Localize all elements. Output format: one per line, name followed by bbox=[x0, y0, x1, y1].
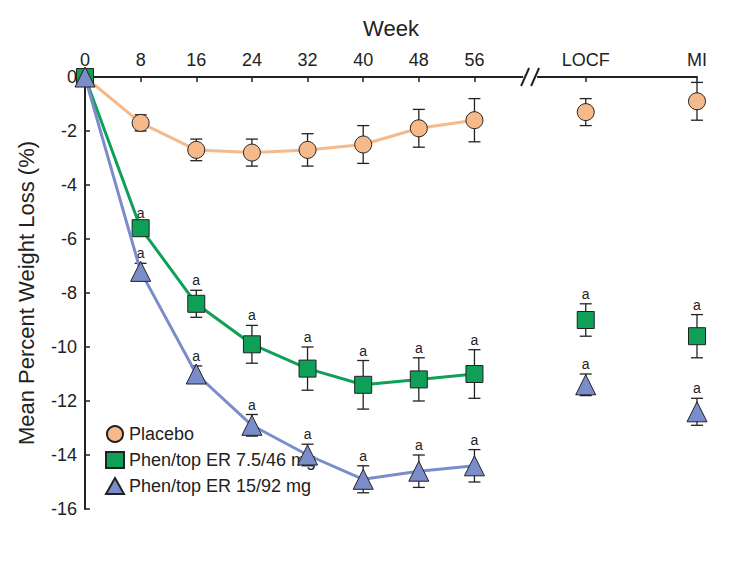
svg-text:a: a bbox=[136, 204, 145, 221]
svg-text:-8: -8 bbox=[61, 283, 77, 303]
svg-text:-4: -4 bbox=[61, 175, 77, 195]
svg-text:a: a bbox=[304, 329, 312, 345]
svg-text:LOCF: LOCF bbox=[562, 50, 610, 70]
svg-text:0: 0 bbox=[80, 50, 90, 70]
svg-text:Week: Week bbox=[363, 16, 420, 41]
svg-text:8: 8 bbox=[136, 50, 146, 70]
svg-text:-2: -2 bbox=[61, 121, 77, 141]
svg-text:24: 24 bbox=[242, 50, 262, 70]
svg-text:a: a bbox=[582, 286, 590, 302]
svg-text:a: a bbox=[192, 272, 200, 288]
svg-text:a: a bbox=[471, 432, 479, 448]
svg-text:56: 56 bbox=[464, 50, 484, 70]
svg-text:48: 48 bbox=[409, 50, 429, 70]
svg-text:-6: -6 bbox=[61, 229, 77, 249]
svg-text:16: 16 bbox=[186, 50, 206, 70]
svg-text:Phen/top ER 15/92 mg: Phen/top ER 15/92 mg bbox=[129, 476, 311, 496]
svg-text:-16: -16 bbox=[51, 499, 77, 519]
svg-text:a: a bbox=[415, 340, 423, 356]
svg-text:40: 40 bbox=[353, 50, 373, 70]
svg-text:a: a bbox=[304, 426, 312, 442]
svg-text:a: a bbox=[415, 437, 423, 453]
svg-text:Placebo: Placebo bbox=[129, 424, 194, 444]
svg-text:a: a bbox=[359, 343, 367, 359]
svg-text:0: 0 bbox=[67, 67, 77, 87]
svg-text:a: a bbox=[136, 245, 145, 262]
svg-text:a: a bbox=[248, 397, 256, 413]
svg-text:a: a bbox=[192, 348, 200, 364]
svg-text:Phen/top ER 7.5/46 mg: Phen/top ER 7.5/46 mg bbox=[129, 450, 316, 470]
svg-text:a: a bbox=[693, 380, 701, 396]
svg-text:a: a bbox=[359, 448, 367, 464]
svg-text:-12: -12 bbox=[51, 391, 77, 411]
svg-text:a: a bbox=[248, 307, 256, 323]
svg-text:a: a bbox=[471, 332, 479, 348]
svg-text:-14: -14 bbox=[51, 445, 77, 465]
svg-text:a: a bbox=[693, 297, 701, 313]
svg-text:-10: -10 bbox=[51, 337, 77, 357]
svg-text:32: 32 bbox=[298, 50, 318, 70]
svg-text:MI: MI bbox=[687, 50, 707, 70]
svg-text:Mean Percent Weight Loss (%): Mean Percent Weight Loss (%) bbox=[14, 141, 39, 445]
svg-text:a: a bbox=[582, 356, 590, 372]
